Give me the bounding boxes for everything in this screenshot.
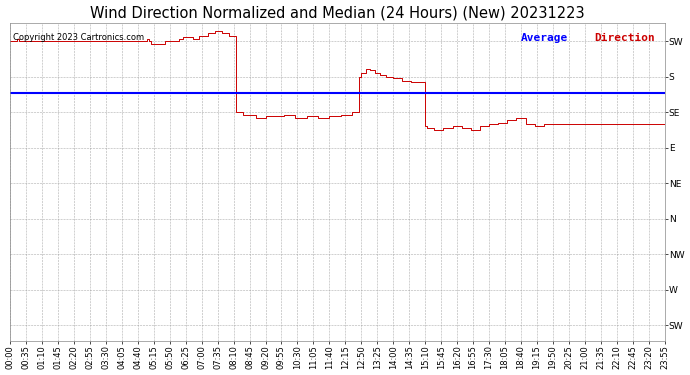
Title: Wind Direction Normalized and Median (24 Hours) (New) 20231223: Wind Direction Normalized and Median (24… [90,6,584,21]
Text: Average: Average [521,33,568,43]
Text: Direction: Direction [595,33,656,43]
Text: Copyright 2023 Cartronics.com: Copyright 2023 Cartronics.com [13,33,144,42]
